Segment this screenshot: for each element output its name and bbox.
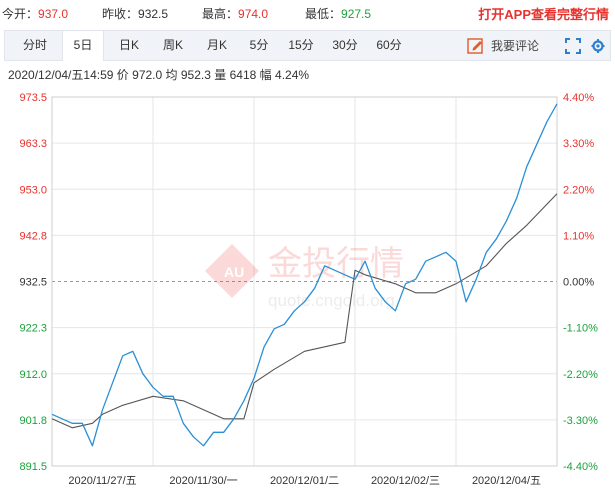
x-tick-label: 2020/11/27/五: [68, 475, 136, 487]
period-tab-bar: 分时 5日 日K 周K 月K 5分 15分 30分 60分 我要评论: [4, 30, 611, 61]
pct-tick-label: -2.20%: [563, 369, 598, 381]
x-tick-label: 2020/12/02/三: [371, 475, 440, 487]
y-tick-label: 973.5: [19, 92, 47, 104]
pct-tick-label: -1.10%: [563, 323, 598, 335]
plot-frame: [51, 96, 558, 467]
y-tick-label: 932.5: [19, 277, 47, 289]
pct-tick-label: 0.00%: [563, 277, 594, 289]
info-datetime: 2020/12/04/五14:59: [8, 68, 114, 82]
tab-5day[interactable]: 5日: [62, 31, 104, 61]
high-value: 974.0: [238, 7, 269, 21]
prev-close-label: 昨收：: [102, 7, 139, 21]
y-tick-label: 912.0: [19, 369, 47, 381]
pct-tick-label: 2.20%: [563, 184, 594, 196]
tab-30min[interactable]: 30分: [332, 38, 358, 52]
y-tick-label: 963.3: [19, 138, 47, 150]
tab-15min[interactable]: 15分: [288, 38, 314, 52]
quote-bar: 今开：937.0 昨收：932.5 最高：974.0 最低：927.5 打开AP…: [0, 0, 615, 26]
edit-icon: [467, 38, 483, 54]
info-volume-label: 量: [214, 68, 227, 82]
low-value: 927.5: [341, 7, 372, 21]
pct-tick-label: -3.30%: [563, 415, 598, 427]
chart-grid: [51, 96, 558, 467]
y-tick-label: 942.8: [19, 230, 47, 242]
y-tick-label: 891.5: [19, 461, 47, 473]
average-line: [51, 193, 558, 429]
chart-axes: 973.5 4.40% 963.3 3.30% 953.0 2.20% 942.8 1.10%…: [19, 92, 598, 487]
tab-60min[interactable]: 60分: [376, 38, 402, 52]
open-app-link[interactable]: 打开APP查看完整行情: [478, 7, 609, 22]
pct-tick-label: 3.30%: [563, 138, 594, 150]
high-label: 最高：: [202, 7, 239, 21]
info-volume: 6418: [229, 68, 257, 82]
y-tick-label: 953.0: [19, 184, 47, 196]
tab-monthly-k[interactable]: 月K: [206, 38, 227, 52]
prev-close-quote: 昨收：932.5: [102, 5, 168, 22]
tab-intraday[interactable]: 分时: [22, 38, 47, 52]
pct-tick-label: 4.40%: [563, 92, 594, 104]
brand-logo-icon: [205, 244, 259, 298]
high-quote: 最高：974.0: [202, 5, 268, 22]
chart-lines: [51, 103, 558, 447]
pct-tick-label: -4.40%: [563, 461, 598, 473]
open-value: 937.0: [38, 7, 69, 21]
info-amp: 4.24%: [275, 68, 310, 82]
info-price: 972.0: [132, 68, 163, 82]
settings-gear-icon[interactable]: [591, 38, 605, 54]
info-avg-label: 均: [165, 68, 178, 82]
x-tick-label: 2020/12/04/五: [472, 475, 541, 487]
low-label: 最低：: [305, 7, 342, 21]
price-line: [51, 103, 558, 447]
open-quote: 今开：937.0: [2, 5, 68, 22]
x-tick-label: 2020/11/30/一: [169, 475, 237, 487]
fullscreen-icon[interactable]: [565, 38, 581, 54]
tab-daily-k[interactable]: 日K: [118, 38, 139, 52]
price-info-line: 2020/12/04/五14:59 价 972.0 均 952.3 量 6418…: [8, 66, 309, 83]
comment-label: 我要评论: [491, 39, 540, 53]
tab-weekly-k[interactable]: 周K: [162, 38, 183, 52]
logo-text: AU: [224, 264, 244, 280]
info-amp-label: 幅: [259, 68, 272, 82]
prev-close-value: 932.5: [138, 7, 169, 21]
tab-5min[interactable]: 5分: [249, 38, 269, 52]
y-tick-label: 901.8: [19, 415, 47, 427]
watermark-url: quote.cngold.org: [268, 291, 395, 310]
x-tick-label: 2020/12/01/二: [270, 475, 339, 487]
low-quote: 最低：927.5: [305, 5, 371, 22]
info-avg: 952.3: [180, 68, 211, 82]
pct-tick-label: 1.10%: [563, 230, 594, 242]
watermark-brand: 金投行情: [268, 244, 404, 284]
y-tick-label: 922.3: [19, 323, 47, 335]
comment-button[interactable]: 我要评论: [467, 37, 539, 55]
info-price-label: 价: [116, 68, 129, 82]
price-chart[interactable]: AU 金投行情 quote.cngold.org 973.5 4.40% 963.3…: [0, 86, 615, 499]
open-label: 今开：: [2, 7, 39, 21]
